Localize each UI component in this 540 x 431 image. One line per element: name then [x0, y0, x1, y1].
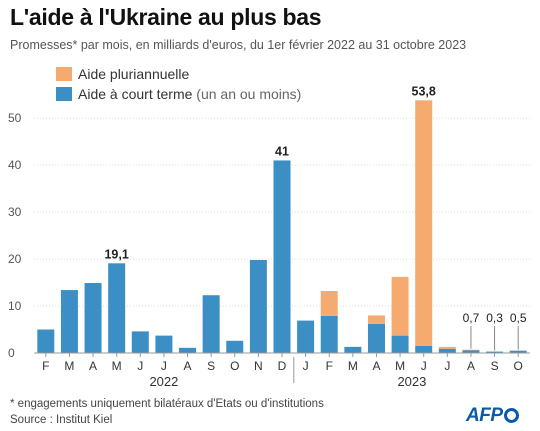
bar-short-term — [84, 283, 102, 353]
bar-multi-year — [320, 291, 338, 316]
x-tick-label: M — [64, 359, 74, 373]
bar-short-term — [486, 351, 504, 353]
x-tick-label: A — [372, 359, 380, 373]
bar-short-term — [131, 331, 149, 353]
x-tick-label: F — [326, 359, 333, 373]
bar-short-term — [320, 315, 338, 353]
footnote: * engagements uniquement bilatéraux d'Et… — [10, 398, 324, 410]
data-label: 41 — [275, 144, 289, 158]
bar-short-term — [273, 160, 291, 353]
bar-short-term — [438, 348, 456, 353]
y-tick-label: 30 — [8, 205, 22, 219]
bar-short-term — [226, 340, 244, 353]
afp-logo: AFP — [466, 405, 519, 427]
y-tick-label: 0 — [8, 346, 15, 360]
year-label-2023: 2023 — [397, 374, 426, 389]
legend-swatch-multi-year — [56, 67, 72, 81]
year-label-2022: 2022 — [149, 374, 178, 389]
legend-label-short-term: Aide à court terme (un an ou moins) — [78, 86, 301, 102]
x-tick-label: J — [303, 359, 309, 373]
data-label: 53,8 — [412, 84, 436, 98]
data-label: 19,1 — [104, 247, 128, 261]
source: Source : Institut Kiel — [10, 414, 113, 426]
bar-short-term — [509, 350, 527, 353]
bar-short-term — [37, 329, 55, 353]
bar-multi-year — [415, 100, 433, 346]
x-tick-label: F — [42, 359, 49, 373]
x-tick-label: O — [230, 359, 239, 373]
y-tick-label: 10 — [8, 299, 22, 313]
bar-short-term — [249, 260, 267, 353]
y-tick-label: 20 — [8, 252, 22, 266]
y-tick-label: 50 — [8, 111, 22, 125]
legend-label-multi-year: Aide pluriannuelle — [78, 66, 190, 82]
bars — [37, 100, 527, 353]
x-tick-label: S — [207, 359, 215, 373]
x-tick-label: M — [348, 359, 358, 373]
data-label: 0,3 — [486, 311, 503, 325]
x-tick-label: J — [421, 359, 427, 373]
afp-logo-icon — [503, 408, 519, 423]
bar-multi-year — [438, 346, 456, 349]
bar-short-term — [367, 323, 385, 353]
x-tick-label: O — [514, 359, 523, 373]
bar-short-term — [202, 295, 220, 353]
x-tick-label: M — [395, 359, 405, 373]
x-tick-label: A — [89, 359, 97, 373]
y-tick-label: 40 — [8, 158, 22, 172]
x-tick-label: N — [254, 359, 263, 373]
x-tick-label: S — [491, 359, 499, 373]
bar-short-term — [155, 335, 173, 353]
bar-short-term — [60, 290, 78, 353]
data-labels: 19,1 41 53,8 0,7 0,3 0,5 — [104, 84, 527, 351]
x-tick-label: A — [467, 359, 475, 373]
bar-multi-year — [367, 315, 385, 324]
x-tick-label: J — [161, 359, 167, 373]
chart-subtitle: Promesses* par mois, en milliards d'euro… — [10, 38, 467, 52]
chart-title: L'aide à l'Ukraine au plus bas — [10, 4, 322, 30]
bar-short-term — [179, 347, 197, 353]
x-tick-label: J — [137, 359, 143, 373]
data-label: 0,7 — [463, 311, 480, 325]
bar-short-term — [108, 263, 126, 353]
x-tick-label: D — [278, 359, 287, 373]
x-tick-label: A — [184, 359, 192, 373]
bar-short-term — [462, 350, 480, 353]
legend-swatch-short-term — [56, 87, 72, 101]
x-tick-label: J — [444, 359, 450, 373]
x-tick-label: M — [112, 359, 122, 373]
bar-short-term — [391, 335, 409, 353]
legend: Aide pluriannuelle Aide à court terme (u… — [56, 66, 301, 102]
data-label: 0,5 — [510, 311, 527, 325]
bar-multi-year — [391, 276, 409, 336]
bar-short-term — [415, 345, 433, 353]
bar-short-term — [297, 320, 315, 353]
bar-short-term — [344, 346, 362, 353]
